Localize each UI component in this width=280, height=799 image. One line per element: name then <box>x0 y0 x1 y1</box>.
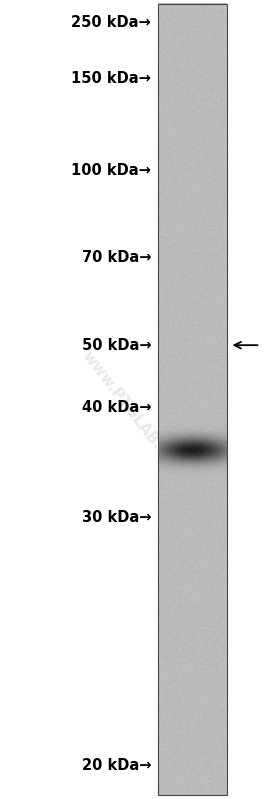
Bar <box>158 4 227 795</box>
Text: 70 kDa→: 70 kDa→ <box>82 250 151 264</box>
Text: 30 kDa→: 30 kDa→ <box>82 511 151 525</box>
Text: 250 kDa→: 250 kDa→ <box>71 15 151 30</box>
Text: 50 kDa→: 50 kDa→ <box>81 338 151 352</box>
Text: 40 kDa→: 40 kDa→ <box>82 400 151 415</box>
Text: 100 kDa→: 100 kDa→ <box>71 163 151 177</box>
Text: www.PTGLAB.COM: www.PTGLAB.COM <box>80 348 189 483</box>
Text: 20 kDa→: 20 kDa→ <box>82 758 151 773</box>
Text: 150 kDa→: 150 kDa→ <box>71 71 151 85</box>
